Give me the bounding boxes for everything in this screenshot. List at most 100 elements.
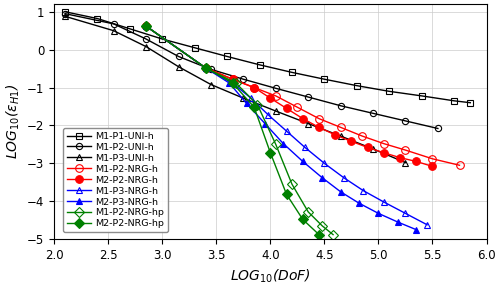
M1-P3-UNI-h [305,122,311,125]
M2-P2-NRG-h [348,140,354,143]
M1-P2-UNI-h [338,104,344,108]
M1-P2-NRG-h [143,24,149,28]
M1-P3-NRG-h [341,176,347,179]
M2-P3-NRG-h [414,228,420,231]
M1-P2-NRG-hp [273,143,279,146]
M1-P2-NRG-hp [330,233,336,236]
M1-P2-UNI-h [143,37,149,41]
M1-P1-UNI-h [386,90,392,93]
M1-P3-NRG-h [248,97,254,100]
M2-P3-NRG-h [262,122,268,125]
M1-P2-UNI-h [402,119,408,123]
M1-P1-UNI-h [418,94,424,98]
M1-P2-NRG-h [359,134,365,138]
M2-P3-NRG-h [226,81,232,85]
Legend: M1-P1-UNI-h, M1-P2-UNI-h, M1-P3-UNI-h, M1-P2-NRG-h, M2-P2-NRG-h, M1-P3-NRG-h, M2: M1-P1-UNI-h, M1-P2-UNI-h, M1-P3-UNI-h, M… [64,128,168,232]
M2-P3-NRG-h [244,102,250,105]
M1-P2-NRG-h [294,105,300,109]
M1-P1-UNI-h [468,101,473,104]
M2-P2-NRG-h [230,77,235,81]
M2-P3-NRG-h [338,190,344,194]
M1-P3-NRG-h [230,81,235,85]
M1-P2-NRG-h [202,66,208,70]
M1-P3-UNI-h [143,45,149,48]
M2-P2-NRG-h [202,66,208,70]
M1-P1-UNI-h [322,77,328,81]
M1-P3-UNI-h [338,134,344,138]
M1-P3-NRG-h [302,146,308,149]
Line: M2-P3-NRG-h: M2-P3-NRG-h [142,23,420,233]
M1-P2-UNI-h [435,127,441,130]
M2-P2-NRG-hp [300,218,306,221]
M1-P2-UNI-h [370,112,376,115]
M1-P1-UNI-h [94,17,100,20]
M2-P2-NRG-h [397,156,403,160]
M1-P3-NRG-h [360,189,366,192]
M2-P2-NRG-h [300,117,306,120]
M1-P1-UNI-h [160,37,166,41]
M1-P2-NRG-hp [305,210,311,214]
M1-P1-UNI-h [451,99,457,103]
M1-P2-NRG-h [230,77,235,81]
M1-P2-NRG-h [381,142,387,145]
M2-P2-NRG-h [332,133,338,137]
M2-P2-NRG-h [143,24,149,28]
M2-P2-NRG-h [381,151,387,155]
M2-P3-NRG-h [356,201,362,205]
M1-P2-NRG-h [402,148,408,152]
M1-P3-NRG-h [424,223,430,227]
M1-P2-NRG-h [251,86,257,89]
M1-P2-NRG-hp [233,81,239,85]
M1-P2-NRG-h [316,117,322,120]
M2-P2-NRG-hp [268,151,274,155]
M1-P2-UNI-h [208,68,214,71]
Line: M1-P2-NRG-hp: M1-P2-NRG-hp [142,23,336,238]
M1-P2-NRG-h [456,164,462,167]
M1-P3-UNI-h [273,109,279,113]
M1-P2-NRG-h [273,94,279,98]
M2-P2-NRG-h [268,97,274,100]
M2-P2-NRG-hp [202,66,208,70]
M1-P1-UNI-h [354,84,360,87]
M1-P3-UNI-h [176,65,182,68]
M1-P1-UNI-h [127,27,133,31]
M1-P3-NRG-h [402,212,408,215]
M2-P2-NRG-h [364,146,370,149]
M1-P2-UNI-h [62,12,68,15]
M1-P3-UNI-h [240,97,246,100]
Line: M1-P3-NRG-h: M1-P3-NRG-h [142,23,431,228]
M1-P1-UNI-h [289,71,295,74]
M2-P2-NRG-h [251,86,257,89]
M1-P2-UNI-h [273,87,279,90]
Line: M1-P1-UNI-h: M1-P1-UNI-h [62,9,474,106]
M1-P2-NRG-hp [143,24,149,28]
M1-P2-NRG-hp [254,103,260,106]
M1-P3-UNI-h [402,161,408,164]
M2-P3-NRG-h [376,212,382,215]
Line: M1-P2-UNI-h: M1-P2-UNI-h [62,10,441,131]
M1-P2-UNI-h [110,22,116,26]
M1-P1-UNI-h [256,63,262,66]
M1-P3-UNI-h [110,29,116,32]
X-axis label: LOG$_{10}$(DoF): LOG$_{10}$(DoF) [230,267,311,285]
M1-P2-UNI-h [305,95,311,99]
Line: M2-P2-NRG-hp: M2-P2-NRG-hp [142,23,322,238]
M1-P1-UNI-h [62,10,68,14]
M1-P3-UNI-h [208,83,214,86]
M1-P3-UNI-h [62,14,68,18]
M1-P2-UNI-h [176,55,182,58]
M1-P1-UNI-h [224,55,230,58]
M1-P3-NRG-h [143,24,149,28]
M2-P3-NRG-h [300,160,306,163]
M1-P1-UNI-h [192,46,198,49]
M2-P2-NRG-hp [143,24,149,28]
M2-P2-NRG-hp [316,233,322,236]
M1-P2-UNI-h [240,77,246,81]
Y-axis label: LOG$_{10}$(ε$_{H1}$): LOG$_{10}$(ε$_{H1}$) [4,84,21,159]
M2-P3-NRG-h [395,221,401,224]
M1-P3-UNI-h [370,147,376,151]
M1-P3-NRG-h [265,113,271,116]
Line: M1-P3-UNI-h: M1-P3-UNI-h [62,13,408,166]
Line: M2-P2-NRG-h: M2-P2-NRG-h [142,22,437,170]
M1-P3-NRG-h [322,162,328,165]
